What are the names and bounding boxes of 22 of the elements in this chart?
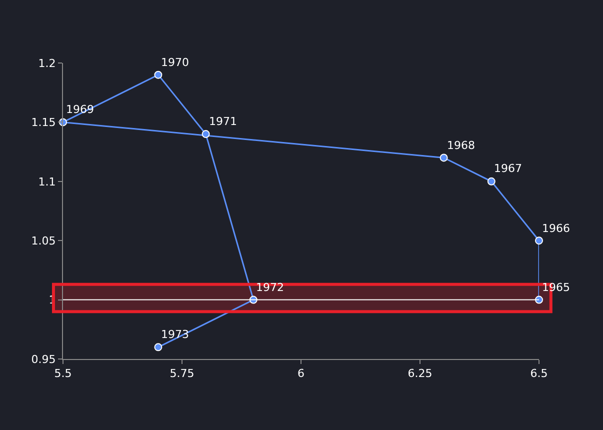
annotation: 1966 — [542, 222, 570, 235]
point — [440, 154, 448, 162]
y-tick-label: 1.2 — [38, 56, 56, 70]
point — [535, 236, 543, 245]
y-tick-label: 1.15 — [31, 116, 56, 130]
point — [535, 296, 543, 304]
point — [154, 70, 162, 79]
point — [487, 177, 496, 186]
annotation: 1971 — [209, 115, 237, 128]
x-tick-label: 6.25 — [408, 367, 432, 380]
y-tick-label: 0.95 — [31, 352, 56, 366]
x-tick-label: 5.5 — [54, 367, 72, 380]
y-tick-label: 1.05 — [31, 234, 56, 248]
annotation: 1967 — [494, 162, 522, 175]
x-tick-label: 5.75 — [170, 367, 194, 380]
annotation: 1970 — [161, 56, 189, 69]
x-tick-label: 6 — [298, 367, 304, 380]
x-tick-label: 6.5 — [530, 367, 548, 380]
point — [202, 130, 210, 138]
point — [154, 343, 162, 352]
annotation: 1968 — [447, 139, 475, 152]
y-tick-label: 1.1 — [38, 175, 56, 188]
